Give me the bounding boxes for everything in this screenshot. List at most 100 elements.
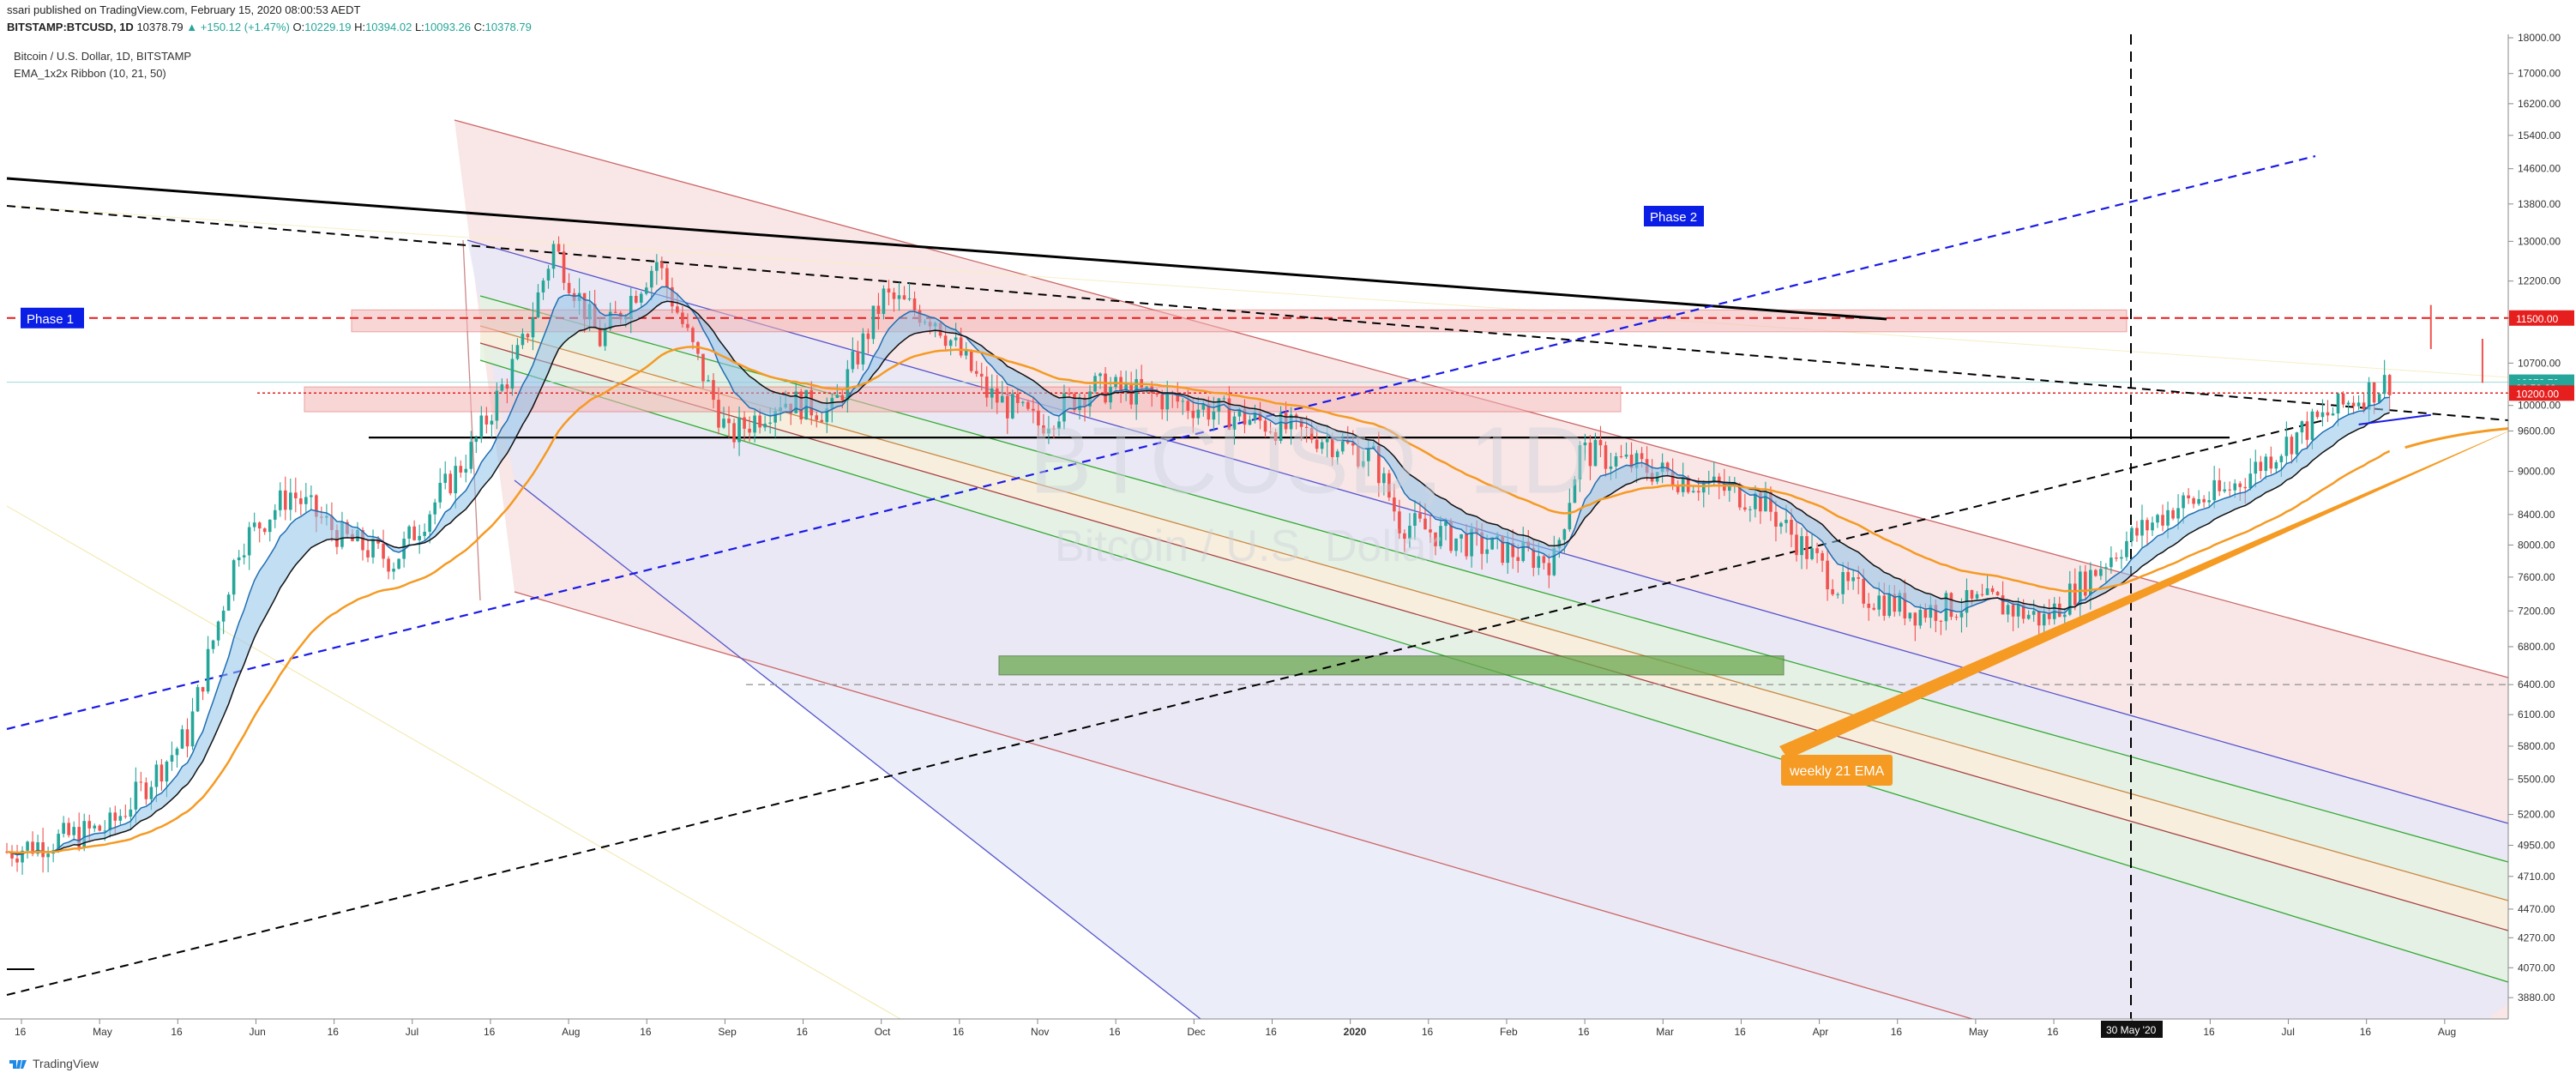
price-tick-label: 4470.00	[2518, 903, 2555, 915]
price-label[interactable]: 11500.00	[2516, 313, 2558, 325]
chart-legend-indicator[interactable]: EMA_1x2x Ribbon (10, 21, 50)	[14, 67, 166, 80]
candle-body	[1165, 392, 1170, 410]
candle-body	[861, 333, 865, 365]
candle-body	[1764, 491, 1767, 512]
projected-weekly-ema[interactable]	[2404, 415, 2576, 449]
candle-body	[376, 539, 380, 544]
candle-body	[526, 334, 530, 338]
weekly-ema-callout-bg[interactable]	[1781, 755, 1893, 786]
candle-body	[361, 530, 364, 551]
candle-body	[1253, 412, 1257, 420]
price-tick-label: 9000.00	[2518, 466, 2555, 478]
price-label[interactable]: 10200.00	[2516, 388, 2559, 400]
candle-body	[2067, 583, 2072, 615]
candle-body	[448, 473, 453, 494]
candle-body	[979, 373, 984, 377]
price-tick-label: 6400.00	[2518, 678, 2555, 690]
symbol-label[interactable]: BITSTAMP:BTCUSD, 1D	[7, 21, 134, 33]
footer-brand-text: TradingView	[33, 1057, 99, 1070]
candle-body	[882, 288, 886, 315]
candle-body	[1552, 548, 1556, 576]
candle-body	[2176, 508, 2180, 519]
candle-body	[113, 812, 117, 821]
dashed-downtrend-line[interactable]	[6, 205, 2509, 421]
candle-body	[2104, 567, 2108, 570]
candle-body	[551, 244, 556, 269]
candle-body	[2264, 456, 2268, 472]
candle-body	[2223, 489, 2227, 491]
candle-body	[2362, 402, 2366, 410]
candle-body	[1480, 532, 1484, 554]
candle-body	[2110, 558, 2113, 568]
price-axis-bg	[2508, 34, 2576, 1019]
low-value: 10093.26	[424, 21, 472, 33]
candle-body	[1393, 497, 1396, 512]
candle-body	[959, 337, 963, 356]
ema-50-line[interactable]	[6, 346, 2391, 854]
candle-body	[1506, 543, 1510, 564]
phase2-label-bg[interactable]	[1644, 206, 1704, 226]
time-tick-label: 16	[797, 1026, 809, 1038]
candle-body	[2279, 455, 2284, 462]
candle-body	[459, 466, 463, 473]
candle-body	[2269, 456, 2273, 469]
candle-body	[2171, 509, 2175, 519]
candle-body	[1877, 595, 1881, 610]
price-tick-label: 14600.00	[2518, 163, 2561, 175]
date-marker-label[interactable]: 30 May '20	[2106, 1024, 2157, 1036]
weekly-ema-callout: weekly 21 EMA	[1789, 764, 1885, 779]
candle-body	[2140, 520, 2144, 536]
candle-body	[1598, 440, 1603, 446]
chart-legend-symbol[interactable]: Bitcoin / U.S. Dollar, 1D, BITSTAMP	[14, 50, 192, 63]
tradingview-logo-icon	[9, 1060, 27, 1069]
candle-body	[727, 419, 731, 424]
phase1-label-bg[interactable]	[21, 307, 84, 329]
major-downtrend-line[interactable]	[6, 177, 1887, 321]
candle-body	[1547, 563, 1551, 576]
candle-body	[1273, 431, 1278, 441]
candle-body	[1413, 513, 1417, 526]
dashed-uptrend-line[interactable]	[6, 419, 2325, 996]
candle-body	[154, 764, 159, 787]
candle-body	[433, 502, 437, 515]
candle-body	[1016, 394, 1020, 403]
time-tick-label: 16	[1734, 1026, 1746, 1038]
candle-body	[598, 327, 602, 347]
candle-body	[990, 388, 994, 398]
candle-body	[1304, 426, 1309, 429]
candle-body	[2274, 461, 2278, 469]
candle-body	[1624, 454, 1628, 457]
candle-body	[1212, 411, 1216, 420]
candle-body	[2047, 613, 2051, 619]
candle-body	[691, 328, 695, 342]
blue-dashed-uptrend[interactable]	[6, 154, 2316, 731]
candle-body	[2300, 421, 2304, 433]
candle-body	[2233, 483, 2237, 491]
candle-body	[1821, 552, 1824, 561]
candle-body	[2031, 611, 2036, 615]
candle-body	[2372, 382, 2376, 403]
ema-21-line[interactable]	[6, 300, 2390, 854]
candle-body	[144, 782, 148, 799]
candle-body	[1836, 594, 1839, 595]
candle-body	[196, 687, 200, 712]
time-tick-label: 16	[2047, 1026, 2059, 1038]
candle-body	[438, 482, 442, 503]
candle-body	[1980, 594, 1984, 595]
time-tick-label: 16	[1422, 1026, 1434, 1038]
footer-brand[interactable]: TradingView	[9, 1057, 99, 1070]
candle-body	[1382, 473, 1386, 484]
candle-body	[283, 490, 287, 510]
candle-body	[2254, 461, 2258, 474]
candle-body	[655, 262, 659, 271]
candle-body	[2351, 402, 2356, 407]
candle-body	[510, 359, 515, 389]
candle-body	[1460, 533, 1463, 539]
candle-body	[490, 420, 494, 425]
candle-body	[123, 816, 128, 817]
support-zone[interactable]	[998, 655, 1785, 676]
candle-body	[82, 821, 87, 848]
candle-body	[1340, 440, 1345, 452]
candle-body	[46, 853, 50, 858]
